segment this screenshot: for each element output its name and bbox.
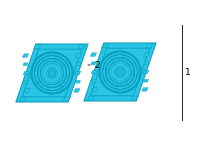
Circle shape — [48, 69, 56, 77]
Polygon shape — [143, 79, 148, 82]
Polygon shape — [143, 53, 150, 56]
Polygon shape — [74, 89, 80, 92]
Polygon shape — [75, 80, 80, 83]
Polygon shape — [92, 79, 97, 82]
Polygon shape — [22, 49, 82, 97]
Polygon shape — [142, 88, 148, 91]
Polygon shape — [90, 53, 97, 56]
Polygon shape — [19, 97, 26, 101]
Polygon shape — [78, 45, 85, 49]
Polygon shape — [91, 70, 97, 74]
Polygon shape — [144, 62, 149, 65]
Polygon shape — [84, 43, 156, 101]
Polygon shape — [23, 63, 28, 66]
Circle shape — [116, 68, 124, 76]
Circle shape — [118, 70, 122, 74]
Polygon shape — [102, 44, 109, 48]
Polygon shape — [22, 54, 29, 57]
Polygon shape — [146, 44, 153, 48]
Polygon shape — [34, 45, 41, 49]
Polygon shape — [75, 54, 82, 57]
Polygon shape — [90, 48, 150, 96]
Circle shape — [50, 71, 54, 75]
Polygon shape — [92, 88, 98, 91]
Polygon shape — [16, 44, 88, 102]
Circle shape — [31, 52, 73, 94]
Text: 1: 1 — [185, 67, 191, 76]
Circle shape — [99, 51, 141, 93]
Polygon shape — [75, 71, 81, 75]
Polygon shape — [23, 71, 29, 75]
Polygon shape — [143, 70, 149, 74]
Polygon shape — [91, 62, 96, 65]
Polygon shape — [87, 96, 94, 100]
Text: 2: 2 — [94, 61, 100, 70]
Polygon shape — [76, 63, 81, 66]
Polygon shape — [24, 89, 30, 92]
Polygon shape — [24, 80, 29, 83]
Polygon shape — [63, 97, 70, 101]
Polygon shape — [131, 96, 138, 100]
